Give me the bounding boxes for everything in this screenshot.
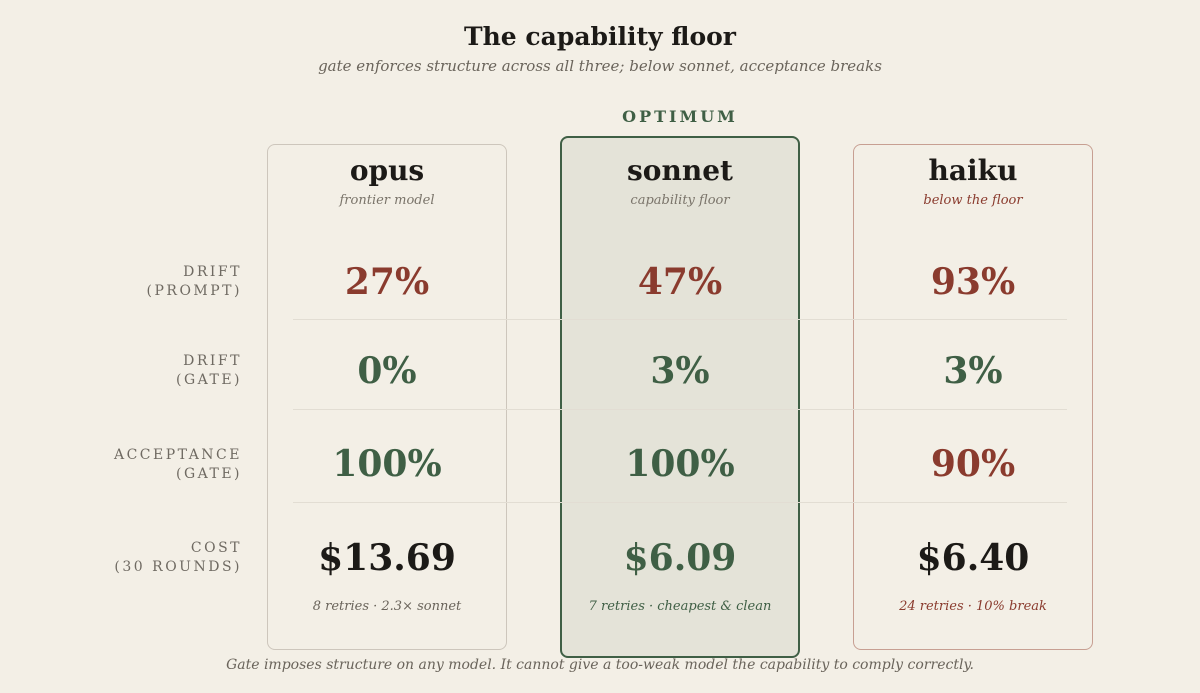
value-cell-sonnet-row3: 100% bbox=[625, 443, 735, 485]
note-haiku: 24 retries · 10% break bbox=[899, 599, 1047, 614]
value-cell-opus-row4: $13.69 bbox=[318, 537, 456, 579]
row-divider bbox=[293, 319, 1067, 320]
value-cell-opus-row2: 0% bbox=[357, 350, 417, 392]
row-label-line1: DRIFT bbox=[183, 353, 242, 369]
note-opus: 8 retries · 2.3× sonnet bbox=[312, 599, 462, 614]
row-label-drift-prompt: DRIFT (PROMPT) bbox=[60, 263, 242, 301]
row-label-acceptance-gate: ACCEPTANCE (GATE) bbox=[60, 446, 242, 484]
row-label-line2: (GATE) bbox=[175, 372, 242, 388]
note-sonnet: 7 retries · cheapest & clean bbox=[588, 599, 772, 614]
row-divider bbox=[293, 502, 1067, 503]
row-divider bbox=[293, 409, 1067, 410]
sonnet-card bbox=[560, 136, 800, 658]
chart-title: The capability floor bbox=[464, 22, 736, 51]
value-cell-opus-row1: 27% bbox=[344, 261, 430, 303]
row-label-drift-gate: DRIFT (GATE) bbox=[60, 352, 242, 390]
column-header-haiku: haiku below the floor bbox=[853, 154, 1093, 209]
row-label-line1: COST bbox=[190, 540, 242, 556]
value-cell-sonnet-row1: 47% bbox=[637, 261, 723, 303]
column-name: sonnet bbox=[627, 154, 733, 187]
value-cell-haiku-row2: 3% bbox=[943, 350, 1003, 392]
chart-subtitle: gate enforces structure across all three… bbox=[318, 57, 882, 75]
value-cell-haiku-row3: 90% bbox=[930, 443, 1016, 485]
optimum-label: OPTIMUM bbox=[622, 107, 738, 126]
value-cell-sonnet-row4: $6.09 bbox=[623, 537, 737, 579]
column-header-opus: opus frontier model bbox=[267, 154, 507, 209]
column-header-sonnet: sonnet capability floor bbox=[560, 154, 800, 209]
row-label-line2: (GATE) bbox=[175, 466, 242, 482]
haiku-card bbox=[853, 144, 1093, 650]
value-cell-sonnet-row2: 3% bbox=[650, 350, 710, 392]
row-label-line1: ACCEPTANCE bbox=[113, 447, 242, 463]
column-name: opus bbox=[349, 154, 425, 187]
column-subtitle: frontier model bbox=[339, 193, 435, 208]
column-subtitle: capability floor bbox=[630, 193, 730, 208]
footer-note: Gate imposes structure on any model. It … bbox=[226, 657, 974, 673]
column-name: haiku bbox=[928, 154, 1018, 187]
row-label-cost: COST (30 ROUNDS) bbox=[60, 539, 242, 577]
row-label-line2: (PROMPT) bbox=[146, 283, 242, 299]
row-label-line2: (30 ROUNDS) bbox=[114, 559, 242, 575]
value-cell-haiku-row1: 93% bbox=[930, 261, 1016, 303]
column-subtitle: below the floor bbox=[923, 193, 1023, 208]
value-cell-haiku-row4: $6.40 bbox=[916, 537, 1030, 579]
row-label-line1: DRIFT bbox=[183, 264, 242, 280]
value-cell-opus-row3: 100% bbox=[332, 443, 442, 485]
opus-card bbox=[267, 144, 507, 650]
